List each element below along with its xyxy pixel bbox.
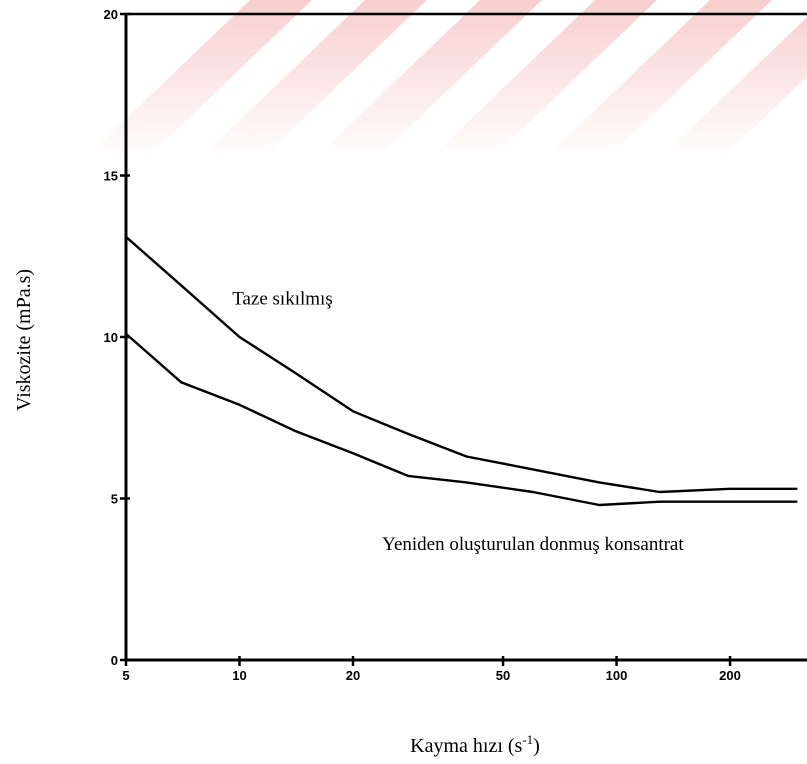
watermark-stripes <box>83 0 807 160</box>
x-tick-label: 50 <box>496 668 510 683</box>
y-tick-label: 0 <box>111 653 118 668</box>
x-tick-label: 10 <box>232 668 246 683</box>
x-axis-label-main: Kayma hızı (s <box>410 735 522 757</box>
x-tick-label: 100 <box>606 668 628 683</box>
x-tick-label: 20 <box>346 668 360 683</box>
curve-annotation-1: Taze sıkılmış <box>232 289 333 310</box>
x-tick-label: 5 <box>122 668 129 683</box>
watermark-stripe <box>83 0 312 160</box>
watermark-stripe <box>313 0 542 160</box>
y-axis-label: Viskozite (mPa.s) <box>13 269 35 411</box>
y-tick-label: 20 <box>104 7 118 22</box>
y-tick-label: 10 <box>104 330 118 345</box>
x-axis-label-close: ) <box>533 735 540 757</box>
y-tick-label: 5 <box>111 492 118 507</box>
series-line-1 <box>124 235 798 494</box>
curve-annotation-2: Yeniden oluşturulan donmuş konsantrat <box>382 534 684 555</box>
labels-group: 051015205102050100200AATaze sıkılmışYeni… <box>104 7 741 683</box>
tick-marks <box>120 12 732 666</box>
watermark-stripe <box>543 0 772 160</box>
x-axis-label: Kayma hızı (s-1) <box>410 732 540 757</box>
watermark-stripe <box>658 17 807 160</box>
x-axis-label-exponent: -1 <box>522 732 533 747</box>
watermark-stripe <box>428 0 657 160</box>
watermark-stripe <box>198 0 427 160</box>
y-tick-label: 15 <box>104 169 118 184</box>
axes <box>124 12 807 662</box>
x-tick-label: 200 <box>719 668 741 683</box>
series-line-2 <box>124 332 798 507</box>
series-group <box>124 235 798 507</box>
